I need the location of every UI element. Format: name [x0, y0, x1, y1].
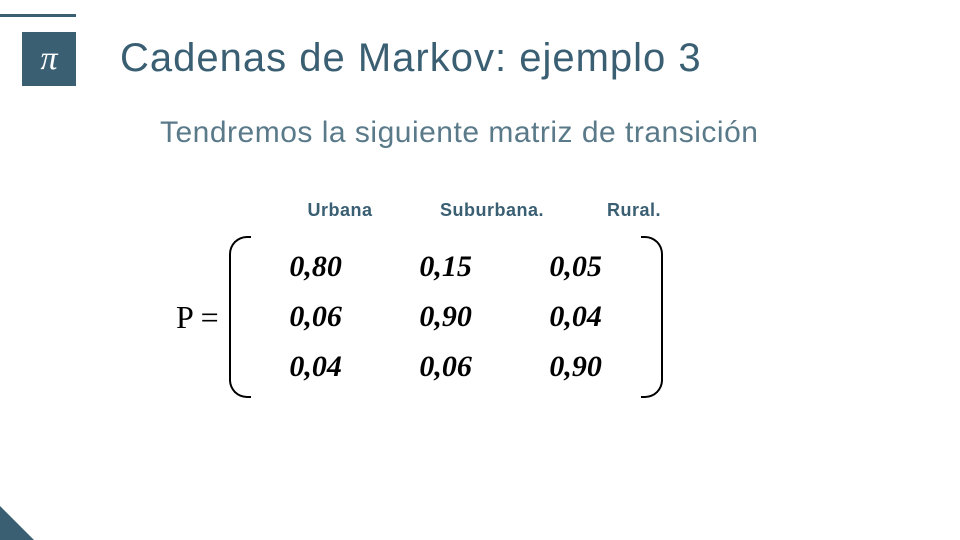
matrix-cell: 0,80	[251, 242, 381, 292]
matrix-paren-left	[229, 236, 251, 398]
page-title: Cadenas de Markov: ejemplo 3	[120, 36, 702, 81]
subtitle-text: Tendremos la siguiente matriz de transic…	[160, 116, 758, 150]
matrix-column-headers: Urbana Suburbana. Rural.	[290, 200, 674, 221]
col-header-urbana: Urbana	[290, 200, 390, 221]
matrix-cell: 0,90	[381, 292, 511, 342]
matrix-cell: 0,04	[251, 342, 381, 392]
corner-decoration	[0, 506, 34, 540]
pi-icon-box: π	[22, 32, 76, 86]
transition-matrix: P = 0,80 0,15 0,05 0,06 0,90 0,04 0,04 0…	[176, 236, 663, 398]
col-header-rural: Rural.	[594, 200, 674, 221]
matrix-cell: 0,06	[381, 342, 511, 392]
col-header-suburbana: Suburbana.	[432, 200, 552, 221]
matrix-cell: 0,06	[251, 292, 381, 342]
matrix-cell: 0,05	[511, 242, 641, 292]
matrix-cell: 0,90	[511, 342, 641, 392]
matrix-label: P =	[176, 299, 219, 336]
matrix-cell: 0,04	[511, 292, 641, 342]
matrix-cell: 0,15	[381, 242, 511, 292]
pi-icon: π	[40, 40, 57, 78]
matrix-body: 0,80 0,15 0,05 0,06 0,90 0,04 0,04 0,06 …	[229, 236, 663, 398]
matrix-paren-right	[641, 236, 663, 398]
accent-bar	[0, 14, 76, 17]
